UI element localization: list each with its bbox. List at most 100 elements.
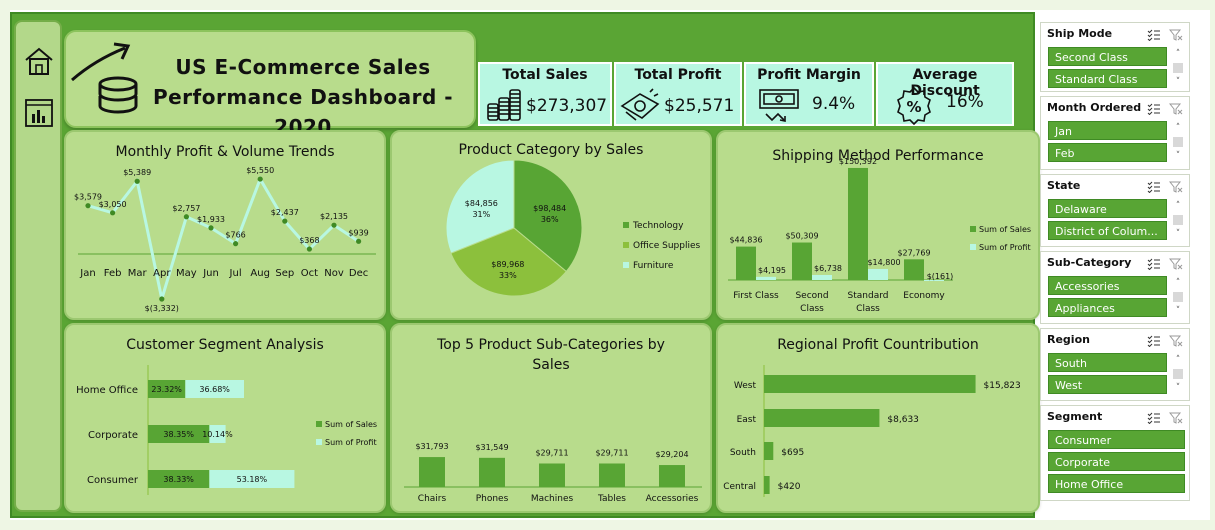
slicer-item[interactable]: Consumer <box>1048 430 1185 449</box>
home-icon[interactable] <box>22 44 56 78</box>
data-label: $150,392 <box>839 157 877 166</box>
scroll-down-icon[interactable]: ˅ <box>1175 383 1181 393</box>
multi-select-icon[interactable] <box>1147 332 1161 351</box>
x-tick-label: Accessories <box>646 494 699 504</box>
bar <box>868 268 888 280</box>
data-label: $695 <box>781 448 804 458</box>
legend-swatch <box>316 439 322 445</box>
x-tick-label: Standard <box>848 291 889 301</box>
multi-select-icon[interactable] <box>1147 255 1161 274</box>
bar <box>764 476 770 494</box>
data-label: $6,738 <box>814 264 842 273</box>
x-tick-label: Economy <box>903 291 945 301</box>
scrollbar-thumb[interactable] <box>1173 292 1183 302</box>
monthly-line-chart: $3,579 Jan $3,050 Feb $5,389 Mar $(3,332) Apr $2… <box>74 166 376 313</box>
scroll-down-icon[interactable]: ˅ <box>1175 77 1181 87</box>
slicer-toolbar <box>1147 255 1183 274</box>
bar-segment <box>185 380 244 398</box>
scroll-up-icon[interactable]: ˄ <box>1175 201 1181 211</box>
slicer-panel: Ship Mode Second Class Standard Class ˄ ˅ Mon… <box>1040 22 1190 512</box>
slicer-item[interactable]: Accessories <box>1048 276 1167 295</box>
x-tick-label: Second <box>795 291 828 301</box>
x-tick-label: Jun <box>202 268 219 279</box>
slicer-item[interactable]: West <box>1048 375 1167 394</box>
data-label: $5,389 <box>123 168 151 177</box>
top5-bar-chart: $31,793 Chairs $31,549 Phones $29,711 Machine… <box>404 442 702 504</box>
panel-title: Customer Segment Analysis <box>126 337 324 353</box>
legend-swatch <box>316 421 322 427</box>
x-tick-label: Nov <box>324 268 344 279</box>
scroll-up-icon[interactable]: ˄ <box>1175 355 1181 365</box>
bar-segment <box>148 380 186 398</box>
slicer-toolbar <box>1147 409 1183 428</box>
multi-select-icon[interactable] <box>1147 100 1161 119</box>
data-label: $3,050 <box>99 200 127 209</box>
data-point <box>110 210 116 216</box>
slice-value-label: $84,856 <box>465 199 498 208</box>
panel-shipping: Shipping Method Performance $44,836 $50,3… <box>716 130 1040 320</box>
kpi-total-profit: Total Profit $25,571 <box>614 62 742 126</box>
data-label: $31,793 <box>415 442 448 451</box>
scroll-up-icon[interactable]: ˄ <box>1175 49 1181 59</box>
data-label: 23.32% <box>151 385 182 394</box>
slicer-toolbar <box>1147 178 1183 197</box>
dashboard-icon[interactable] <box>22 96 56 130</box>
scroll-down-icon[interactable]: ˅ <box>1175 306 1181 316</box>
data-label: $2,135 <box>320 212 348 221</box>
scrollbar-thumb[interactable] <box>1173 215 1183 225</box>
slicer-item[interactable]: Corporate <box>1048 452 1185 471</box>
bar-segment <box>209 470 295 488</box>
multi-select-icon[interactable] <box>1147 26 1161 45</box>
scroll-down-icon[interactable]: ˅ <box>1175 229 1181 239</box>
legend-label: Sum of Profit <box>325 438 377 447</box>
clear-filter-icon[interactable] <box>1168 332 1183 351</box>
legend-label: Furniture <box>633 261 674 271</box>
slicer-item[interactable]: Home Office <box>1048 474 1185 493</box>
slicer-sub-category: Sub-Category Accessories Appliances ˄ ˅ <box>1040 251 1190 324</box>
scroll-down-icon[interactable]: ˅ <box>1175 151 1181 161</box>
scrollbar-thumb[interactable] <box>1173 63 1183 73</box>
slicer-item[interactable]: South <box>1048 353 1167 372</box>
data-label: $8,633 <box>887 415 919 425</box>
clear-filter-icon[interactable] <box>1168 26 1183 45</box>
x-tick-label: Class <box>800 304 824 314</box>
data-point <box>183 214 189 220</box>
scroll-up-icon[interactable]: ˄ <box>1175 278 1181 288</box>
scrollbar-thumb[interactable] <box>1173 137 1183 147</box>
slicer-item[interactable]: District of Colum... <box>1048 221 1167 240</box>
y-tick-label: West <box>734 381 757 391</box>
data-point <box>306 246 312 252</box>
bar <box>764 409 880 427</box>
slicer-item[interactable]: Delaware <box>1048 199 1167 218</box>
bar <box>599 463 625 487</box>
shipping-bar-chart: $44,836 $50,309 $150,392 $27,769 $4,195 $6,73… <box>728 157 1031 314</box>
slice-percent-label: 31% <box>472 210 490 219</box>
x-tick-label: Oct <box>301 268 318 279</box>
slicer-item[interactable]: Feb <box>1048 143 1167 162</box>
slicer-item[interactable]: Appliances <box>1048 298 1167 317</box>
multi-select-icon[interactable] <box>1147 178 1161 197</box>
clear-filter-icon[interactable] <box>1168 409 1183 428</box>
clear-filter-icon[interactable] <box>1168 178 1183 197</box>
slicer-item[interactable]: Standard Class <box>1048 69 1167 88</box>
pie-slice <box>450 227 568 297</box>
data-point <box>331 222 337 228</box>
multi-select-icon[interactable] <box>1147 409 1161 428</box>
data-label: $29,711 <box>595 448 628 457</box>
data-label: $766 <box>225 231 245 240</box>
data-label: $29,204 <box>655 450 688 459</box>
clear-filter-icon[interactable] <box>1168 100 1183 119</box>
segment-bar-chart: Home Office 23.32% 36.68% Corporate 38.35% 10… <box>76 365 377 495</box>
x-tick-label: Chairs <box>418 494 447 504</box>
slicer-title: Ship Mode <box>1047 27 1113 40</box>
slicer-item[interactable]: Jan <box>1048 121 1167 140</box>
slicer-item[interactable]: Second Class <box>1048 47 1167 66</box>
data-label: $(3,332) <box>145 304 179 313</box>
growth-coins-icon <box>71 42 138 114</box>
clear-filter-icon[interactable] <box>1168 255 1183 274</box>
scroll-up-icon[interactable]: ˄ <box>1175 123 1181 133</box>
bar <box>756 276 776 280</box>
scrollbar-thumb[interactable] <box>1173 369 1183 379</box>
data-label: $2,437 <box>271 208 299 217</box>
panel-title: Regional Profit Countribution <box>777 337 979 353</box>
